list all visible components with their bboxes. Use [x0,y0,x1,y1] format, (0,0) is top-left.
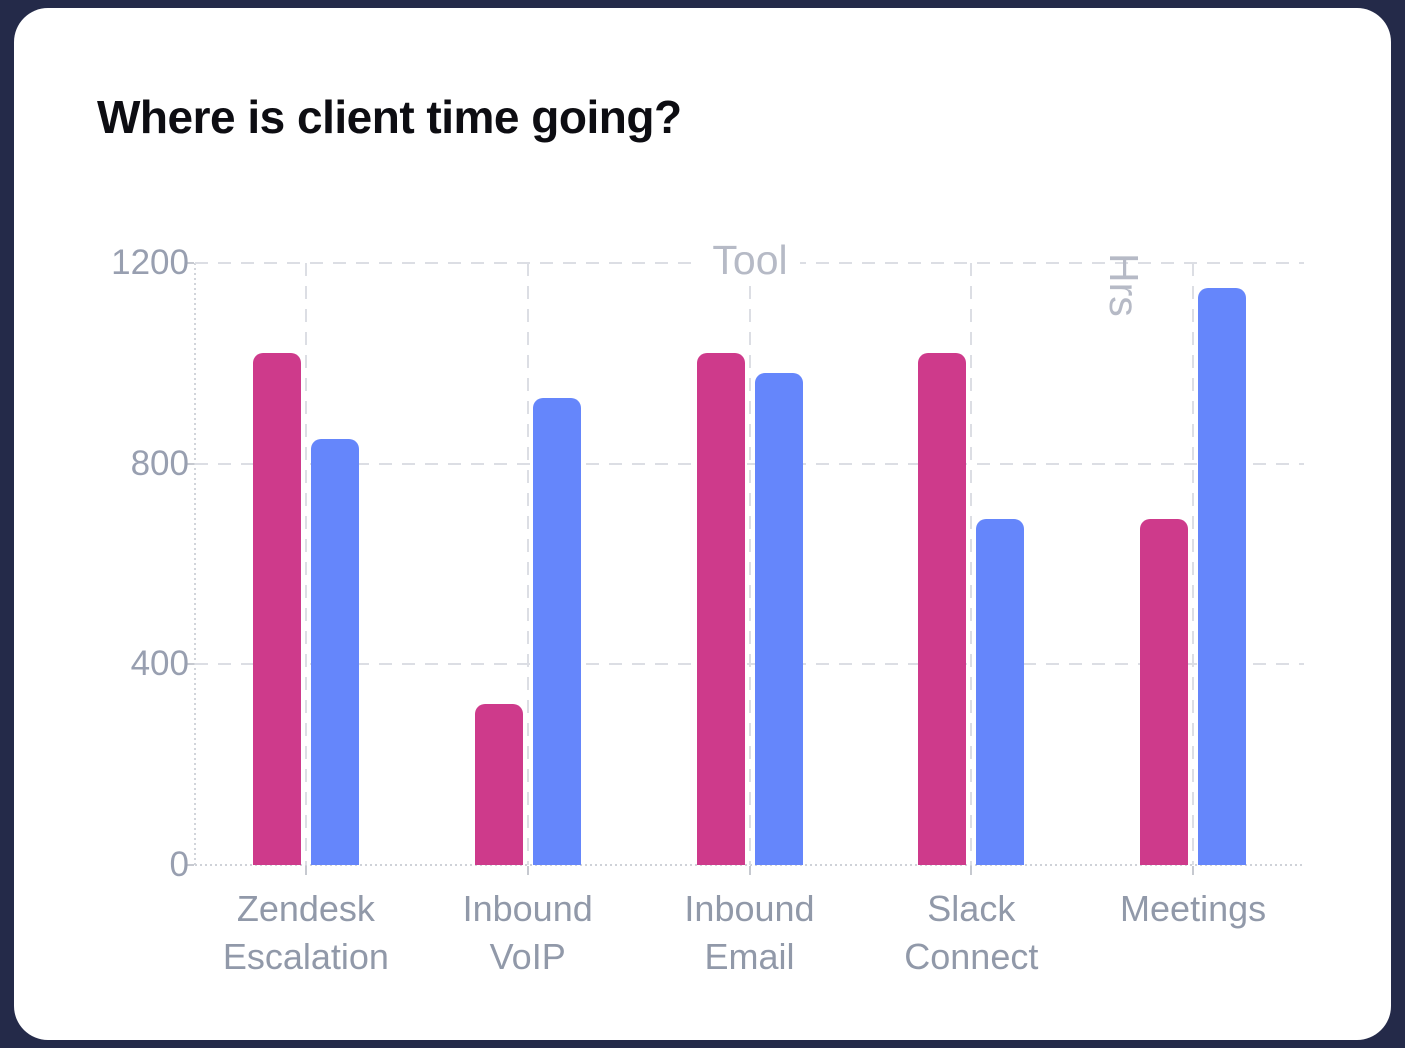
x-axis-tick [1192,866,1195,875]
y-axis-tick-label: 1200 [111,243,189,282]
x-category-label: Slack Connect [904,888,1039,977]
x-axis-tick [748,866,751,875]
bar-pink-zendesk-escalation[interactable] [252,353,301,865]
x-axis-title: Tool [570,237,930,284]
x-category-label: Inbound VoIP [462,888,593,977]
y-axis-tick [185,663,194,666]
vertical-gridline [1192,263,1195,865]
y-axis-tick [185,864,194,866]
x-axis-tick [526,866,529,875]
y-axis-title: Hrs [1101,253,1147,317]
y-axis-line [194,263,196,865]
x-axis-tick [970,866,973,875]
vertical-gridline [304,263,307,865]
x-axis-tick [304,866,307,875]
vertical-gridline [970,263,973,865]
bar-blue-inbound-email[interactable] [754,373,803,865]
vertical-gridline [526,263,529,865]
bar-pink-meetings[interactable] [1140,518,1189,865]
bar-chart-plot-area: Tool 0 400 800 1200 Zendesk Escalation Inboun… [111,237,1304,977]
x-category-label: Zendesk Escalation [222,888,389,977]
vertical-gridline [748,263,751,865]
bar-pink-inbound-email[interactable] [696,353,745,865]
y-axis-tick-label: 400 [130,644,189,684]
y-axis-tick [185,262,194,264]
bar-blue-slack-connect[interactable] [976,518,1025,865]
bar-blue-inbound-voip[interactable] [532,398,581,865]
page-title: Where is client time going? [97,91,682,143]
y-axis-tick-label: 800 [130,443,189,483]
bar-blue-zendesk-escalation[interactable] [310,438,359,865]
bar-pink-slack-connect[interactable] [918,353,967,865]
x-axis-line [195,864,1304,866]
bar-pink-inbound-voip[interactable] [474,704,523,865]
y-axis-tick-label: 0 [169,845,189,884]
y-axis-tick [185,462,194,465]
chart-card: Where is client time going? Tool 0 400 800… [14,8,1391,1040]
bar-blue-meetings[interactable] [1198,288,1247,865]
x-category-label: Inbound Email [684,888,815,977]
x-category-label: Meetings [1120,888,1267,929]
